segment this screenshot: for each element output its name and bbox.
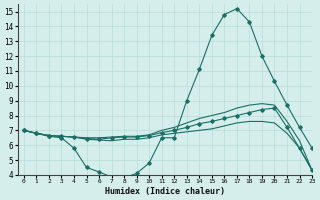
X-axis label: Humidex (Indice chaleur): Humidex (Indice chaleur) [105, 187, 225, 196]
